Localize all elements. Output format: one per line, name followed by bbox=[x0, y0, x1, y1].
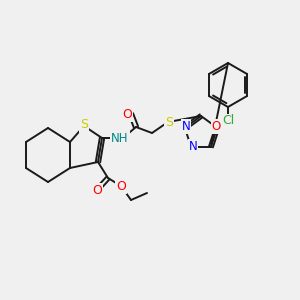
Text: O: O bbox=[212, 120, 221, 133]
Text: O: O bbox=[116, 179, 126, 193]
Text: Cl: Cl bbox=[222, 115, 234, 128]
Text: O: O bbox=[122, 107, 132, 121]
Text: NH: NH bbox=[111, 131, 129, 145]
Text: O: O bbox=[92, 184, 102, 196]
Text: S: S bbox=[165, 116, 173, 128]
Text: N: N bbox=[189, 140, 197, 153]
Text: N: N bbox=[182, 120, 190, 133]
Text: S: S bbox=[80, 118, 88, 131]
